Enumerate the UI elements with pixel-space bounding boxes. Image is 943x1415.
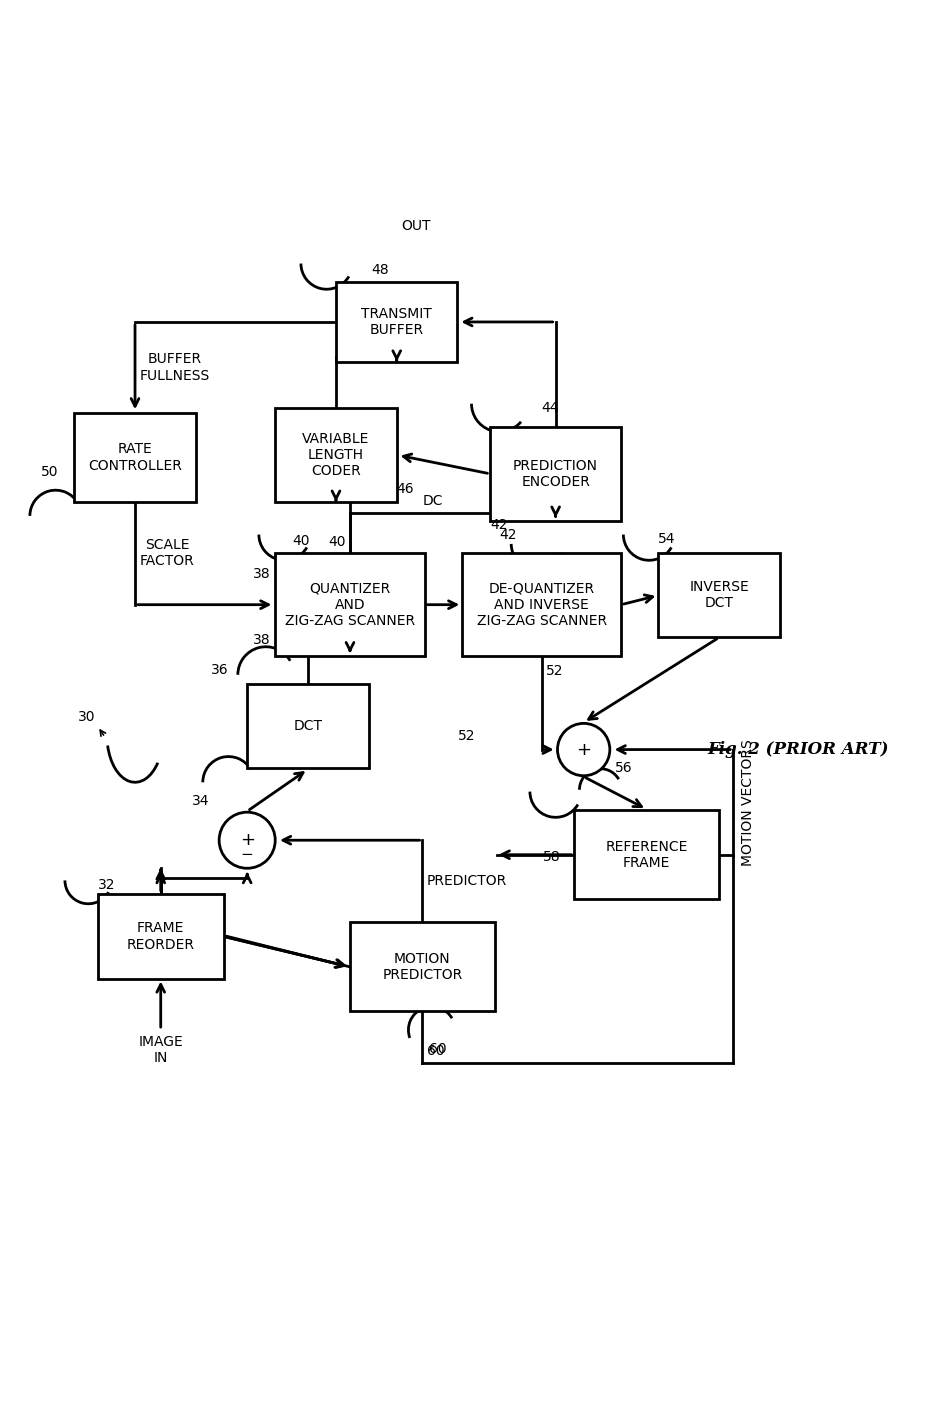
FancyBboxPatch shape [247, 683, 369, 768]
Text: Fig. 2 (PRIOR ART): Fig. 2 (PRIOR ART) [708, 741, 889, 758]
Text: +: + [576, 740, 591, 758]
Text: PREDICTION
ENCODER: PREDICTION ENCODER [513, 458, 598, 490]
FancyBboxPatch shape [336, 282, 457, 362]
Text: OUT: OUT [402, 219, 431, 233]
Text: 32: 32 [98, 879, 115, 891]
FancyBboxPatch shape [350, 923, 495, 1012]
Text: DC: DC [423, 494, 443, 508]
Text: BUFFER
FULLNESS: BUFFER FULLNESS [140, 352, 210, 382]
Text: DE-QUANTIZER
AND INVERSE
ZIG-ZAG SCANNER: DE-QUANTIZER AND INVERSE ZIG-ZAG SCANNER [476, 582, 606, 628]
FancyBboxPatch shape [74, 413, 196, 502]
Text: 42: 42 [500, 528, 517, 542]
FancyBboxPatch shape [98, 894, 223, 979]
Text: 40: 40 [328, 535, 345, 549]
Text: SCALE
FACTOR: SCALE FACTOR [140, 538, 194, 569]
Text: MOTION VECTORS: MOTION VECTORS [740, 739, 754, 866]
Text: MOTION
PREDICTOR: MOTION PREDICTOR [382, 952, 463, 982]
FancyBboxPatch shape [574, 811, 720, 899]
Text: 48: 48 [372, 263, 389, 277]
Text: 30: 30 [78, 710, 96, 724]
Text: 50: 50 [41, 466, 58, 478]
Text: 54: 54 [658, 532, 676, 546]
Text: 46: 46 [397, 481, 414, 495]
Text: 60: 60 [429, 1041, 447, 1056]
Text: PREDICTOR: PREDICTOR [427, 874, 507, 889]
Text: QUANTIZER
AND
ZIG-ZAG SCANNER: QUANTIZER AND ZIG-ZAG SCANNER [285, 582, 415, 628]
FancyBboxPatch shape [490, 427, 621, 521]
FancyBboxPatch shape [275, 553, 424, 657]
Text: IMAGE
IN: IMAGE IN [139, 1034, 183, 1065]
Text: 52: 52 [457, 729, 475, 743]
Text: 58: 58 [542, 850, 560, 865]
Text: 52: 52 [546, 664, 564, 678]
Text: INVERSE
DCT: INVERSE DCT [689, 580, 749, 610]
Text: DCT: DCT [293, 719, 323, 733]
Circle shape [219, 812, 275, 869]
FancyBboxPatch shape [658, 553, 780, 637]
Text: REFERENCE
FRAME: REFERENCE FRAME [605, 839, 688, 870]
Circle shape [557, 723, 610, 775]
Text: 38: 38 [253, 567, 271, 580]
Text: TRANSMIT
BUFFER: TRANSMIT BUFFER [361, 307, 432, 337]
Text: 34: 34 [192, 794, 209, 808]
Text: RATE
CONTROLLER: RATE CONTROLLER [88, 443, 182, 473]
Text: 60: 60 [427, 1044, 445, 1058]
Text: VARIABLE
LENGTH
CODER: VARIABLE LENGTH CODER [303, 432, 370, 478]
Text: 36: 36 [211, 664, 228, 678]
Text: +: + [240, 831, 255, 849]
FancyBboxPatch shape [462, 553, 621, 657]
Text: FRAME
REORDER: FRAME REORDER [126, 921, 194, 952]
Text: 38: 38 [253, 633, 271, 647]
Text: 44: 44 [541, 402, 559, 416]
Text: 40: 40 [292, 533, 309, 548]
Text: −: − [240, 846, 254, 862]
FancyBboxPatch shape [275, 409, 397, 502]
Text: 42: 42 [490, 518, 507, 532]
Text: 56: 56 [615, 761, 632, 775]
